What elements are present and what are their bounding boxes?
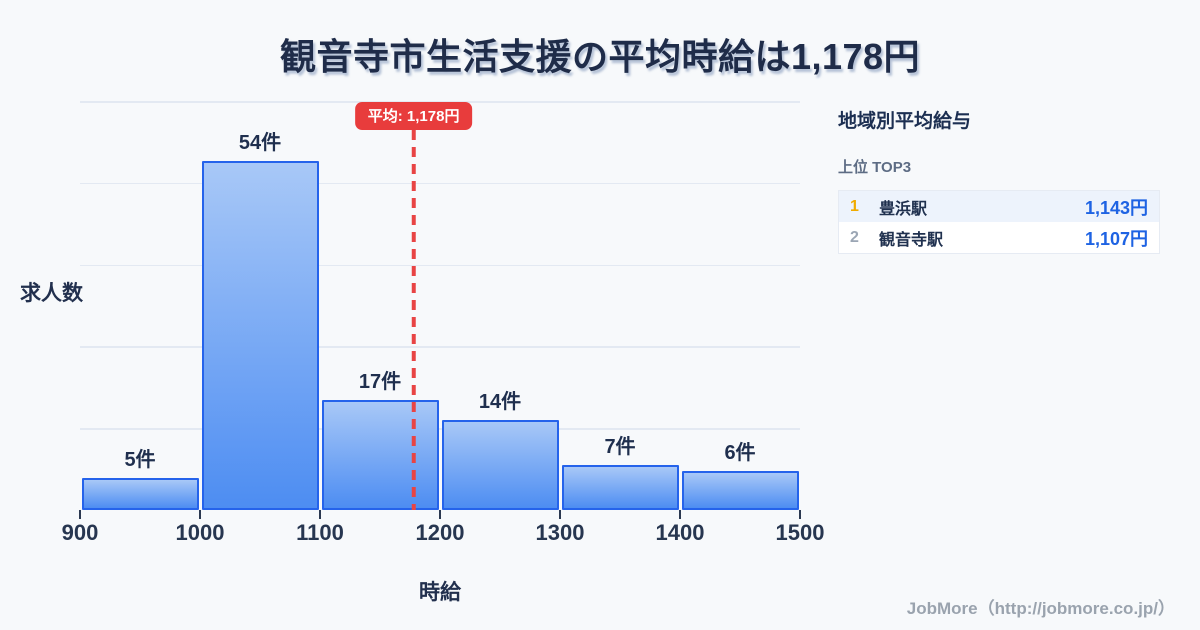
histogram-bar <box>81 477 199 510</box>
mean-badge: 平均: 1,178円 <box>354 102 473 130</box>
bar-count-label: 5件 <box>124 448 156 471</box>
x-tick-label: 1300 <box>535 520 585 545</box>
histogram-bar <box>681 471 799 510</box>
station-wage-value: 1,107円 <box>1084 228 1148 249</box>
rank-number: 1 <box>850 197 859 215</box>
x-tick <box>319 510 321 519</box>
bar-count-label: 54件 <box>238 132 282 154</box>
bar-count-label: 7件 <box>604 435 636 458</box>
page-title: 観音寺市生活支援の平均時給は1,178円 <box>279 36 921 77</box>
station-name: 観音寺駅 <box>879 231 944 249</box>
gridline <box>80 101 800 103</box>
station-name: 豊浜駅 <box>879 200 928 218</box>
x-tick <box>439 510 441 519</box>
x-tick <box>199 510 201 519</box>
x-tick <box>559 510 561 519</box>
x-axis-label: 時給 <box>419 581 461 604</box>
rank-row: 1 豊浜駅 1,143円 <box>839 191 1159 222</box>
bar-count-label: 14件 <box>478 390 522 413</box>
x-tick-label: 1000 <box>175 520 225 545</box>
x-tick <box>679 510 681 519</box>
x-tick-label: 1100 <box>296 520 344 545</box>
x-tick <box>79 510 81 519</box>
x-tick <box>799 510 801 519</box>
gridline <box>80 182 800 185</box>
histogram-bar <box>321 400 439 510</box>
gridline <box>80 346 800 348</box>
x-tick-label: 1200 <box>415 520 465 545</box>
histogram-bar <box>441 419 559 510</box>
rank-list: 1 豊浜駅 1,143円 2 観音寺駅 1,107円 <box>838 190 1160 254</box>
mean-line <box>411 130 416 510</box>
histogram-plot: 5件 54件 17件 14件 7件 6件 900 1000 1100 1200 1300 1400 15… <box>62 101 824 545</box>
rank-number: 2 <box>850 228 859 246</box>
y-axis-label: 求人数 <box>20 282 83 305</box>
bar-count-label: 17件 <box>358 371 402 394</box>
x-tick-label: 1500 <box>775 520 825 545</box>
sidebar-title: 地域別平均給与 <box>838 111 972 132</box>
bar-count-label: 6件 <box>724 442 756 465</box>
station-wage-value: 1,143円 <box>1084 197 1148 218</box>
footer-credit: JobMore（http://jobmore.co.jp/） <box>906 599 1175 618</box>
histogram-bar <box>201 161 319 510</box>
region-salary-sidebar: 地域別平均給与 上位 TOP3 1 豊浜駅 1,143円 2 観音寺駅 1,107円 <box>838 106 1160 254</box>
x-tick-label: 900 <box>61 520 99 545</box>
rank-row: 2 観音寺駅 1,107円 <box>839 222 1159 253</box>
x-tick-label: 1400 <box>655 520 705 545</box>
gridline <box>80 264 800 267</box>
histogram-bar <box>561 464 679 510</box>
sidebar-subtitle: 上位 TOP3 <box>838 159 912 176</box>
gridline <box>80 428 800 430</box>
